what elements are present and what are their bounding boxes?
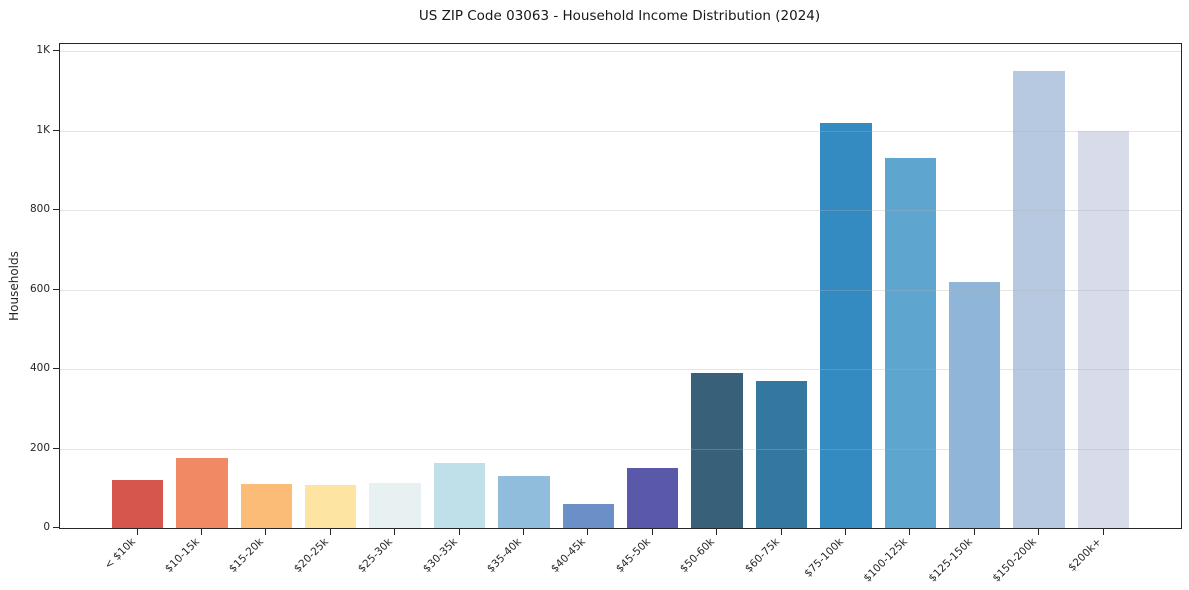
- grid-line: [60, 51, 1181, 53]
- bar-$35-40k: [498, 476, 550, 528]
- x-tick-mark: [329, 529, 331, 535]
- x-tick-mark: [200, 529, 202, 535]
- bar-$25-30k: [369, 483, 421, 528]
- bar-$45-50k: [626, 468, 679, 528]
- y-tick-label: 0: [43, 521, 50, 533]
- y-tick-mark: [53, 129, 59, 131]
- x-tick-mark: [909, 529, 911, 535]
- x-tick-mark: [716, 529, 718, 535]
- y-tick-mark: [53, 288, 59, 290]
- grid-line: [60, 130, 1181, 132]
- x-tick-mark: [844, 529, 846, 535]
- x-tick-label: < $10k: [101, 535, 138, 571]
- y-tick-label: 1K: [36, 123, 50, 136]
- x-tick-mark: [394, 529, 396, 535]
- bar-$125-150k: [948, 281, 1001, 528]
- bar-$30-35k: [433, 462, 486, 528]
- bar-$10-15k: [176, 458, 228, 528]
- y-tick-mark: [53, 368, 59, 370]
- y-tick-mark: [53, 209, 59, 211]
- bar-$100-125k: [884, 158, 937, 528]
- y-tick-mark: [53, 527, 59, 528]
- bar-$20-25k: [304, 485, 357, 528]
- x-tick-mark: [780, 529, 782, 535]
- bar-$60-75k: [755, 380, 808, 528]
- y-tick-label: 200: [29, 441, 50, 454]
- y-tick-mark: [53, 447, 59, 449]
- grid-line: [60, 448, 1181, 450]
- x-tick-mark: [973, 529, 975, 535]
- x-tick-mark: [136, 529, 138, 535]
- x-tick-mark: [651, 529, 653, 535]
- bar-$50-60k: [691, 373, 743, 528]
- x-tick-mark: [522, 529, 524, 535]
- x-tick-mark: [265, 529, 267, 535]
- grid-line: [60, 289, 1181, 291]
- bar-$200k+: [1077, 130, 1130, 528]
- x-tick-mark: [587, 529, 589, 535]
- grid-line: [60, 210, 1181, 212]
- x-tick-mark: [1102, 529, 1104, 535]
- bar-< $10k: [111, 480, 164, 528]
- bar-$40-45k: [562, 503, 615, 528]
- y-tick-label: 800: [29, 203, 50, 216]
- y-tick-label: 1K: [36, 44, 50, 57]
- bar-$15-20k: [240, 484, 293, 528]
- bar-$75-100k: [820, 122, 872, 528]
- plot-area: [59, 43, 1182, 529]
- x-tick-mark: [458, 529, 460, 535]
- y-tick-label: 400: [29, 362, 50, 375]
- x-tick-mark: [1038, 529, 1040, 535]
- y-tick-label: 600: [29, 282, 50, 295]
- chart-title: US ZIP Code 03063 - Household Income Dis…: [418, 8, 821, 24]
- y-tick-mark: [53, 50, 59, 52]
- bar-$150-200k: [1013, 71, 1065, 528]
- grid-line: [60, 369, 1181, 371]
